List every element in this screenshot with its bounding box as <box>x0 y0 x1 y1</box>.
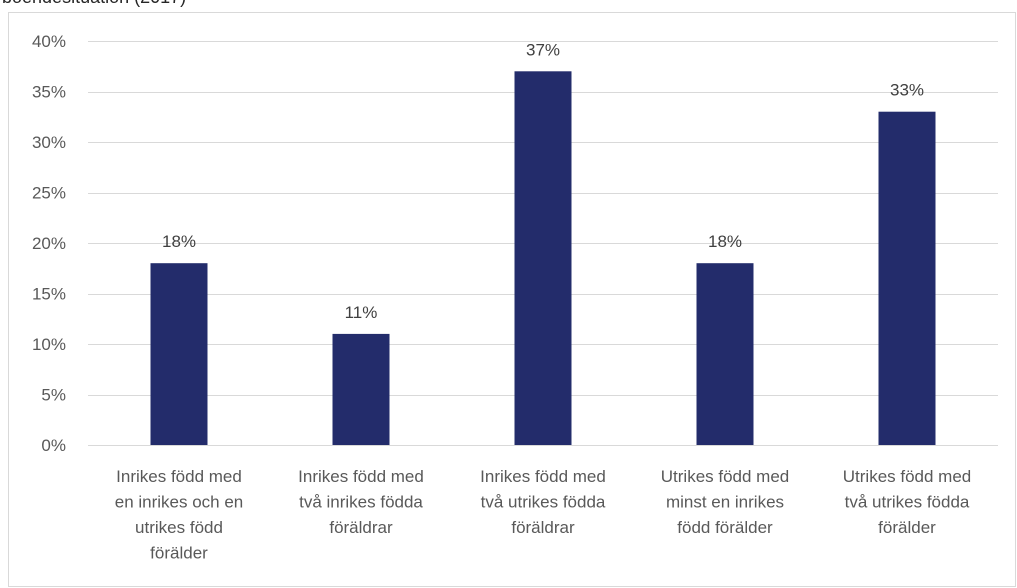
bar <box>332 333 390 445</box>
y-tick-label: 40% <box>32 32 66 51</box>
category-label-line: Inrikes född med <box>480 467 606 486</box>
category-label-line: förälder <box>878 518 936 537</box>
data-label: 11% <box>345 303 378 322</box>
category-label-line: minst en inrikes <box>666 493 784 512</box>
data-label: 18% <box>708 232 742 251</box>
category-label-line: Inrikes född med <box>298 467 424 486</box>
bar <box>150 263 208 445</box>
category-label: Inrikes född med en inrikes och en utrikes… <box>115 467 244 563</box>
y-tick-label: 15% <box>32 285 66 304</box>
data-label: 33% <box>890 81 924 100</box>
category-label-line: född förälder <box>677 518 773 537</box>
category-label-line: Utrikes född med <box>661 467 790 486</box>
bars <box>150 71 936 446</box>
chart-title-clip: boendesituation (2017) <box>0 0 1017 12</box>
category-label-line: två utrikes födda <box>845 493 970 512</box>
category-label: Utrikes född med två utrikes födda förälde… <box>843 467 972 537</box>
category-label: Inrikes född med två inrikes födda föräldr… <box>298 467 424 537</box>
y-tick-label: 0% <box>41 436 66 455</box>
category-label-line: Utrikes född med <box>843 467 972 486</box>
y-tick-label: 20% <box>32 234 66 253</box>
category-labels: Inrikes född med en inrikes och en utrikes… <box>115 467 972 563</box>
category-label-line: utrikes född <box>135 518 223 537</box>
y-axis-ticks: 0% 5% 10% 15% 20% 25% 30% 35% 40% <box>32 32 66 455</box>
y-tick-label: 5% <box>41 386 66 405</box>
data-labels: 18% 11% 37% 18% 33% <box>162 40 924 322</box>
bar <box>878 111 936 445</box>
bar <box>514 71 572 446</box>
category-label-line: Inrikes född med <box>116 467 242 486</box>
category-label-line: förälder <box>150 544 208 563</box>
category-label: Inrikes född med två utrikes födda föräldr… <box>480 467 606 537</box>
y-tick-label: 25% <box>32 184 66 203</box>
bar <box>696 263 754 445</box>
y-tick-label: 30% <box>32 133 66 152</box>
y-tick-label: 10% <box>32 335 66 354</box>
category-label: Utrikes född med minst en inrikes född för… <box>661 467 790 537</box>
data-label: 18% <box>162 232 196 251</box>
category-label-line: två utrikes födda <box>481 493 606 512</box>
category-label-line: föräldrar <box>511 518 575 537</box>
chart-frame <box>8 12 1016 587</box>
chart-title: boendesituation (2017) <box>2 0 186 8</box>
y-tick-label: 35% <box>32 83 66 102</box>
data-label: 37% <box>526 40 560 59</box>
category-label-line: föräldrar <box>329 518 393 537</box>
category-label-line: en inrikes och en <box>115 493 244 512</box>
category-label-line: två inrikes födda <box>299 493 423 512</box>
